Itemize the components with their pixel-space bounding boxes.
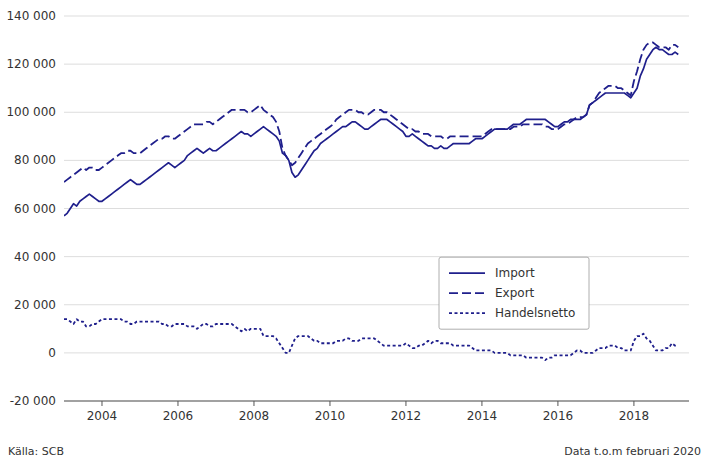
grid-line xyxy=(64,160,689,161)
y-tick-label: 20 000 xyxy=(14,298,56,312)
x-tick xyxy=(557,401,558,406)
x-tick-label: 2016 xyxy=(543,409,574,423)
y-tick-label: 60 000 xyxy=(14,202,56,216)
grid-line xyxy=(64,304,689,305)
x-tick xyxy=(101,401,102,406)
x-tick xyxy=(177,401,178,406)
plot-area xyxy=(64,42,678,360)
y-axis: -20 000 0 20 000 40 000 60 000 80 000 100 000 1… xyxy=(6,9,689,408)
legend-swatch xyxy=(449,272,485,274)
y-tick-label: 120 000 xyxy=(6,57,56,71)
footer-note: Källa: SCB xyxy=(8,445,64,458)
x-tick xyxy=(481,401,482,406)
grid-line xyxy=(64,352,689,353)
x-tick xyxy=(633,401,634,406)
grid-line xyxy=(64,208,689,209)
y-tick-label: 140 000 xyxy=(6,9,56,23)
y-tick-label: 0 xyxy=(48,346,56,360)
grid-line xyxy=(64,64,689,65)
x-axis: 2004 2006 2008 2010 2012 2014 2016 2018 xyxy=(64,401,689,423)
x-tick xyxy=(253,401,254,406)
y-tick-label: 80 000 xyxy=(14,153,56,167)
grid-line xyxy=(64,112,689,113)
legend: Import Export Handelsnetto xyxy=(439,257,589,329)
x-tick-label: 2012 xyxy=(391,409,422,423)
legend-swatch xyxy=(449,292,485,294)
series-line xyxy=(64,47,678,215)
x-tick-label: 2010 xyxy=(315,409,346,423)
footer-note: Data t.o.m februari 2020 xyxy=(564,445,701,458)
y-tick-label: 40 000 xyxy=(14,250,56,264)
legend-frame xyxy=(439,257,589,329)
x-tick-label: 2006 xyxy=(163,409,194,423)
x-tick xyxy=(405,401,406,406)
x-tick-label: 2004 xyxy=(87,409,118,423)
y-tick-label: 100 000 xyxy=(6,105,56,119)
chart: -20 000 0 20 000 40 000 60 000 80 000 100 000 1… xyxy=(0,0,709,463)
legend-label: Export xyxy=(495,286,535,300)
legend-label: Import xyxy=(495,266,535,280)
x-tick-label: 2008 xyxy=(239,409,270,423)
grid-line xyxy=(64,256,689,257)
grid-line xyxy=(64,16,689,17)
grid-line xyxy=(64,401,689,402)
x-tick-label: 2014 xyxy=(467,409,498,423)
series-line xyxy=(64,42,678,182)
y-tick-label: -20 000 xyxy=(10,394,56,408)
x-tick xyxy=(329,401,330,406)
legend-label: Handelsnetto xyxy=(495,306,575,320)
legend-swatch xyxy=(449,312,485,314)
x-tick-label: 2018 xyxy=(619,409,650,423)
x-axis-line xyxy=(64,401,689,402)
